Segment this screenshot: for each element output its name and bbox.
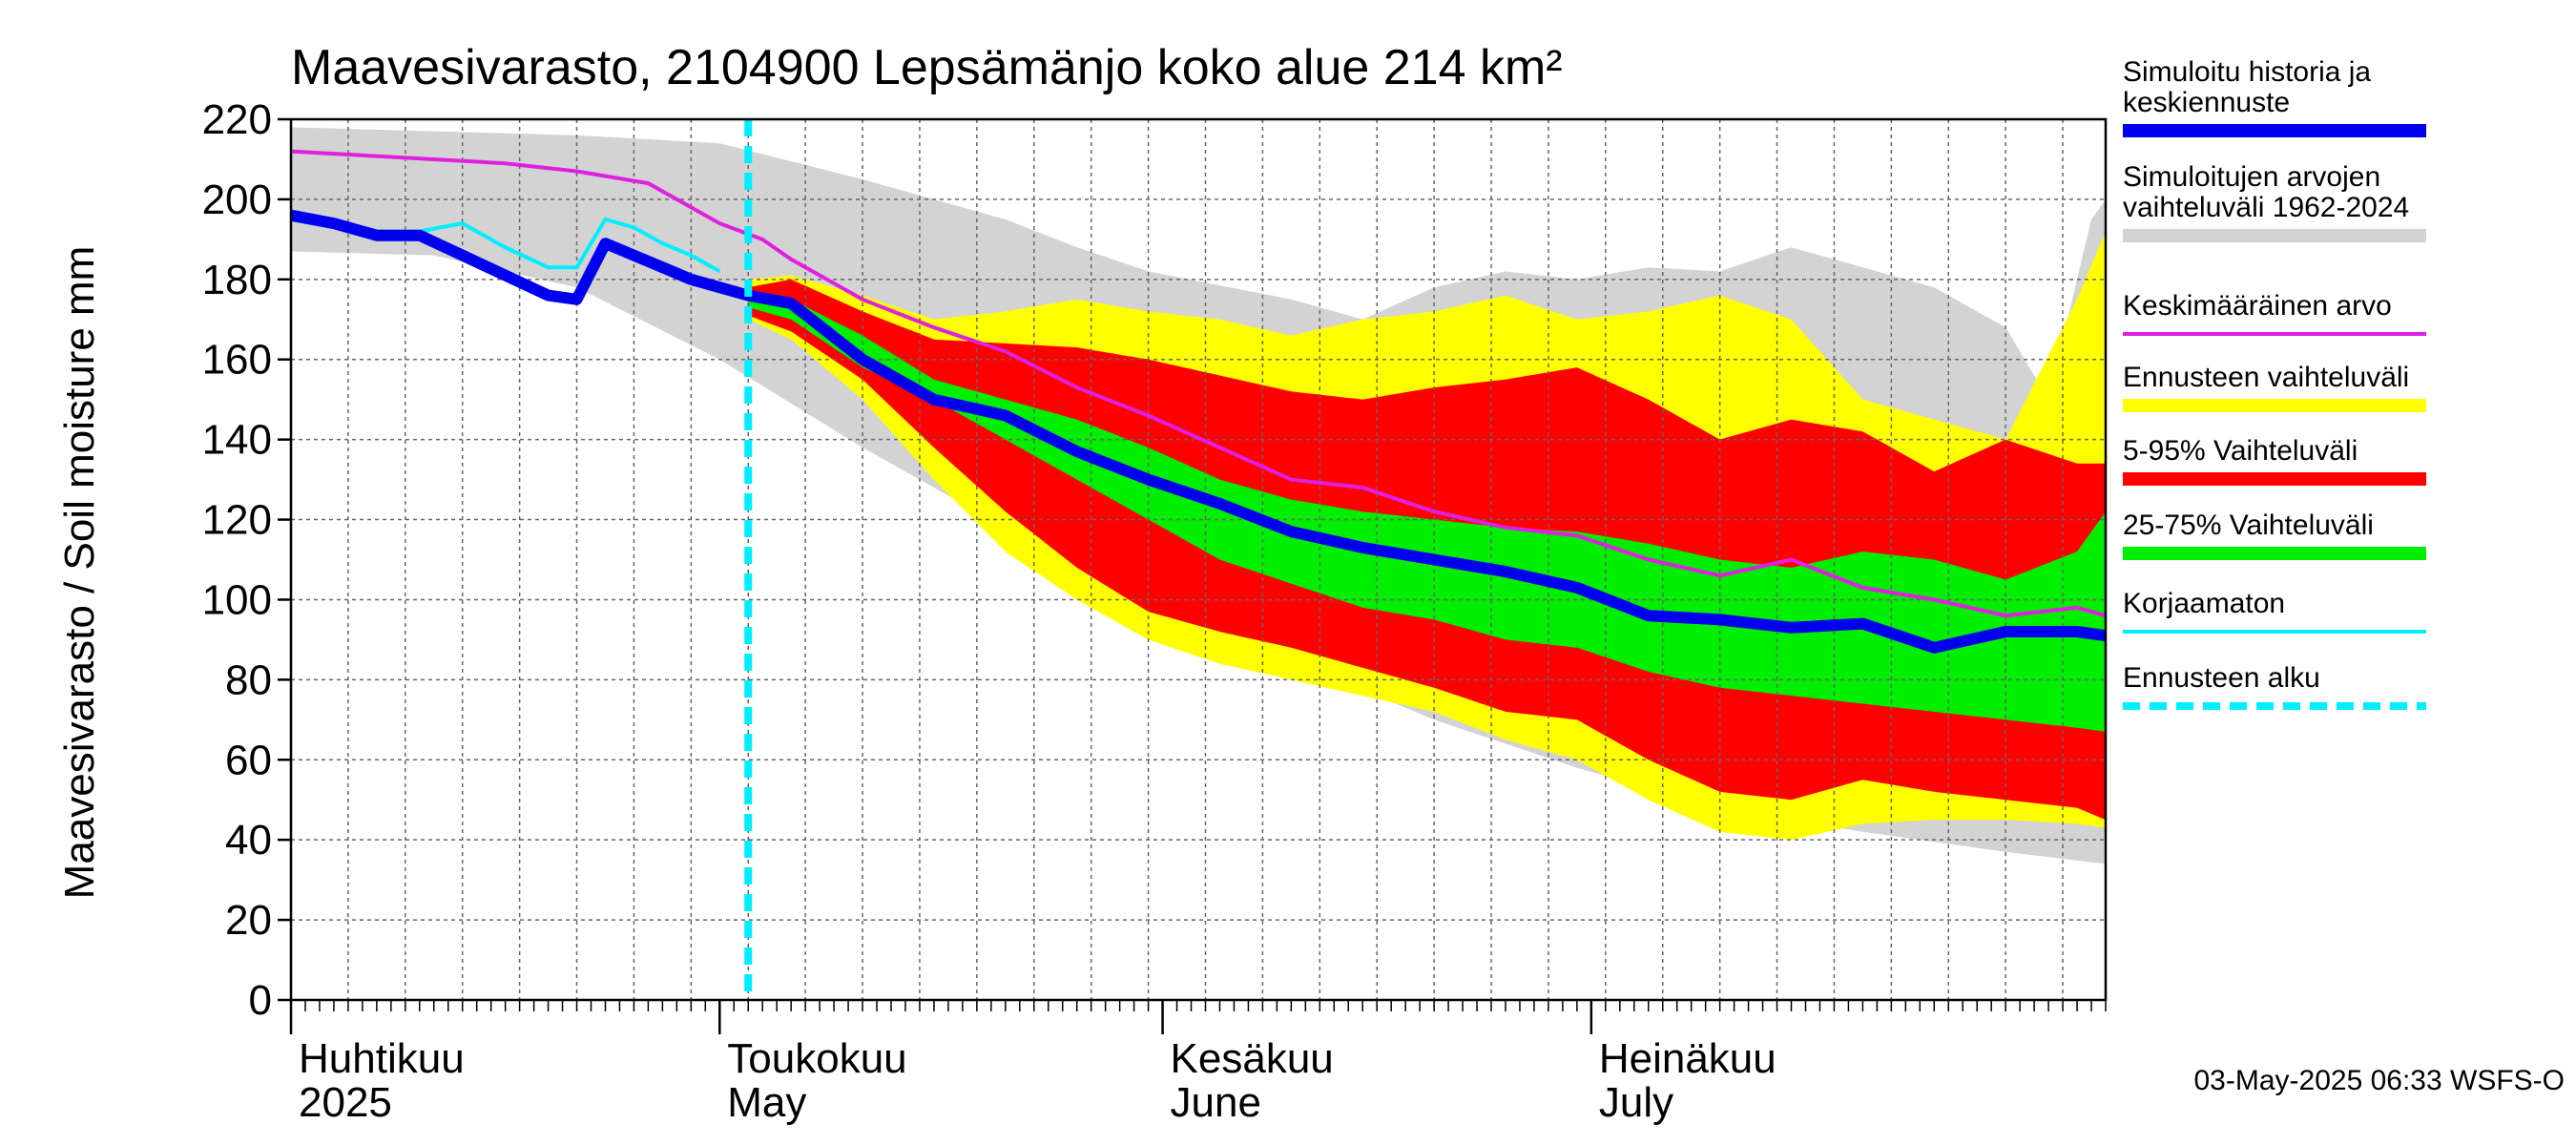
- legend-label: Keskimääräinen arvo: [2123, 290, 2392, 322]
- legend-label: Simuloitu historia ja: [2123, 56, 2371, 88]
- chart-title: Maavesivarasto, 2104900 Lepsämänjo koko …: [291, 40, 1563, 95]
- y-tick-label: 60: [225, 737, 272, 783]
- simulated-forecast-line: [289, 209, 2107, 654]
- plot-frame: [289, 117, 2108, 1002]
- legend-label: 25-75% Vaihteluväli: [2123, 510, 2374, 541]
- x-month-sublabel: June: [1171, 1079, 1261, 1126]
- y-axis-label: Maavesivarasto / Soil moisture mm: [56, 246, 103, 900]
- y-tick-label: 140: [202, 417, 272, 464]
- legend-label: vaihteluväli 1962-2024: [2123, 192, 2409, 223]
- x-month-label: Huhtikuu: [299, 1035, 465, 1082]
- y-tick-label: 20: [225, 897, 272, 944]
- y-tick-label: 180: [202, 257, 272, 303]
- y-tick-label: 100: [202, 576, 272, 623]
- x-month-label: Kesäkuu: [1171, 1035, 1334, 1082]
- y-tick-label: 80: [225, 656, 272, 703]
- x-month-sublabel: July: [1599, 1079, 1673, 1126]
- y-tick-label: 220: [202, 96, 272, 143]
- line-layer: [289, 119, 2107, 1000]
- legend-label: keskiennuste: [2123, 87, 2290, 118]
- y-tick-label: 40: [225, 817, 272, 864]
- legend-label: Ennusteen vaihteluväli: [2123, 362, 2409, 393]
- mean-line: [290, 149, 2107, 618]
- x-month-label: Heinäkuu: [1599, 1035, 1776, 1082]
- y-tick-label: 0: [249, 977, 272, 1024]
- x-month-sublabel: 2025: [299, 1079, 392, 1126]
- axes-layer: 0 20 40 60 80 100 120 140 160 180 200 220 Huhtikuu20…: [202, 96, 2108, 1126]
- x-month-sublabel: May: [727, 1079, 806, 1126]
- y-tick-label: 120: [202, 497, 272, 544]
- y-tick-label: 160: [202, 337, 272, 384]
- footer-timestamp: 03-May-2025 06:33 WSFS-O: [2194, 1065, 2566, 1096]
- grid-layer: [291, 119, 2106, 1000]
- legend-label: Korjaamaton: [2123, 588, 2285, 619]
- legend-label: Simuloitujen arvojen: [2123, 161, 2380, 193]
- y-tick-label: 200: [202, 177, 272, 223]
- legend-label: Ennusteen alku: [2123, 662, 2320, 694]
- legend-label: 5-95% Vaihteluväli: [2123, 435, 2358, 467]
- x-month-label: Toukokuu: [727, 1035, 906, 1082]
